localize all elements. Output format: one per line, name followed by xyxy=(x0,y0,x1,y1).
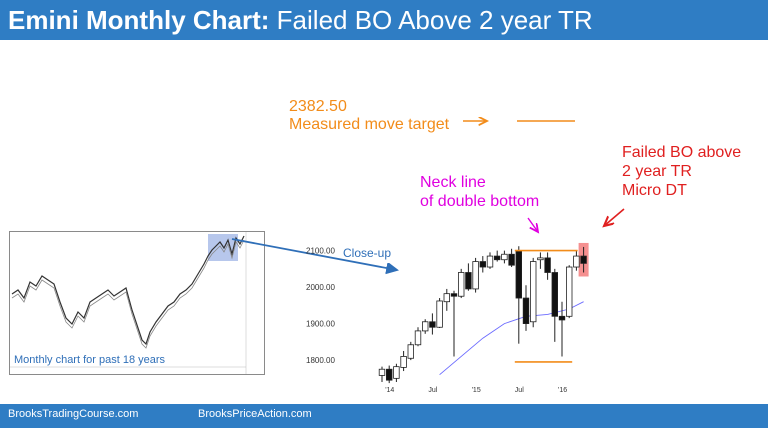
candle-body xyxy=(558,315,566,321)
neck-line-arrow xyxy=(527,217,538,232)
candle-body xyxy=(450,293,458,297)
candle-body xyxy=(544,257,551,273)
candle-body xyxy=(385,368,393,381)
thumbnail-chart: Monthly chart for past 18 years xyxy=(9,231,265,375)
candle-body xyxy=(515,250,522,299)
failed-bo-label-3: Micro DT xyxy=(622,182,687,199)
candle-body xyxy=(429,321,436,328)
failed-bo-label-1: Failed BO above xyxy=(622,144,742,161)
page-title: Emini Monthly Chart: Failed BO Above 2 y… xyxy=(8,3,593,37)
footer-bar: BrooksTradingCourse.com BrooksPriceActio… xyxy=(0,404,768,428)
candle-body xyxy=(566,266,573,317)
candle-body xyxy=(436,300,443,328)
candle-body xyxy=(537,257,544,261)
footer-right-link[interactable]: BrooksPriceAction.com xyxy=(198,408,312,420)
chart-layer: 2100.00 2000.00 1900.00 1800.00 '14 Jul '15 Jul… xyxy=(306,242,589,394)
candle-body xyxy=(457,272,465,297)
y-tick-label: 2000.00 xyxy=(306,283,335,292)
x-tick-label: '16 xyxy=(558,387,567,394)
candle-body xyxy=(407,344,414,359)
y-tick-label: 1900.00 xyxy=(306,320,335,329)
x-tick-label: '15 xyxy=(472,387,481,394)
failed-bo-label-2: 2 year TR xyxy=(622,163,692,180)
candle-body xyxy=(421,321,429,332)
target-value: 2382.50 xyxy=(289,98,347,115)
candle-body xyxy=(493,255,501,261)
candle-body xyxy=(501,253,508,261)
candle-body xyxy=(479,261,486,268)
failed-bo-arrow xyxy=(604,208,625,226)
title-bold: Emini Monthly Chart: xyxy=(8,5,270,35)
candle-body xyxy=(580,255,587,264)
x-tick-label: Jul xyxy=(428,387,437,394)
candle-body xyxy=(393,366,400,379)
y-tick-label: 1800.00 xyxy=(306,356,335,365)
neck-line-label-1: Neck line xyxy=(420,174,486,191)
candle-body xyxy=(551,272,558,317)
candle-body xyxy=(378,368,386,376)
y-tick-label: 2100.00 xyxy=(306,247,335,256)
candle-body xyxy=(508,253,515,266)
moving-average-line xyxy=(439,301,584,376)
x-tick-label: Jul xyxy=(515,387,524,394)
candle-body xyxy=(443,293,450,303)
candle-body xyxy=(465,272,472,290)
candle-body xyxy=(573,255,580,268)
neck-line-label-2: of double bottom xyxy=(420,193,540,210)
candle-body xyxy=(522,297,530,324)
x-tick-label: '14 xyxy=(385,387,394,394)
failed-bo-highlight xyxy=(578,242,589,277)
close-up-label: Close-up xyxy=(343,246,392,260)
target-label: Measured move target xyxy=(289,116,450,133)
candle-body xyxy=(414,330,422,346)
thumbnail-svg xyxy=(10,232,247,374)
candle-body xyxy=(472,261,479,290)
candle-body xyxy=(400,356,407,368)
thumbnail-price-line-shadow xyxy=(11,239,245,349)
thumbnail-price-line xyxy=(11,235,245,346)
title-rest: Failed BO Above 2 year TR xyxy=(276,5,593,35)
candle-body xyxy=(486,255,494,268)
candle-body xyxy=(530,261,537,323)
footer-left-link[interactable]: BrooksTradingCourse.com xyxy=(8,408,139,420)
title-bar: Emini Monthly Chart: Failed BO Above 2 y… xyxy=(0,0,768,40)
thumbnail-caption: Monthly chart for past 18 years xyxy=(14,354,166,366)
